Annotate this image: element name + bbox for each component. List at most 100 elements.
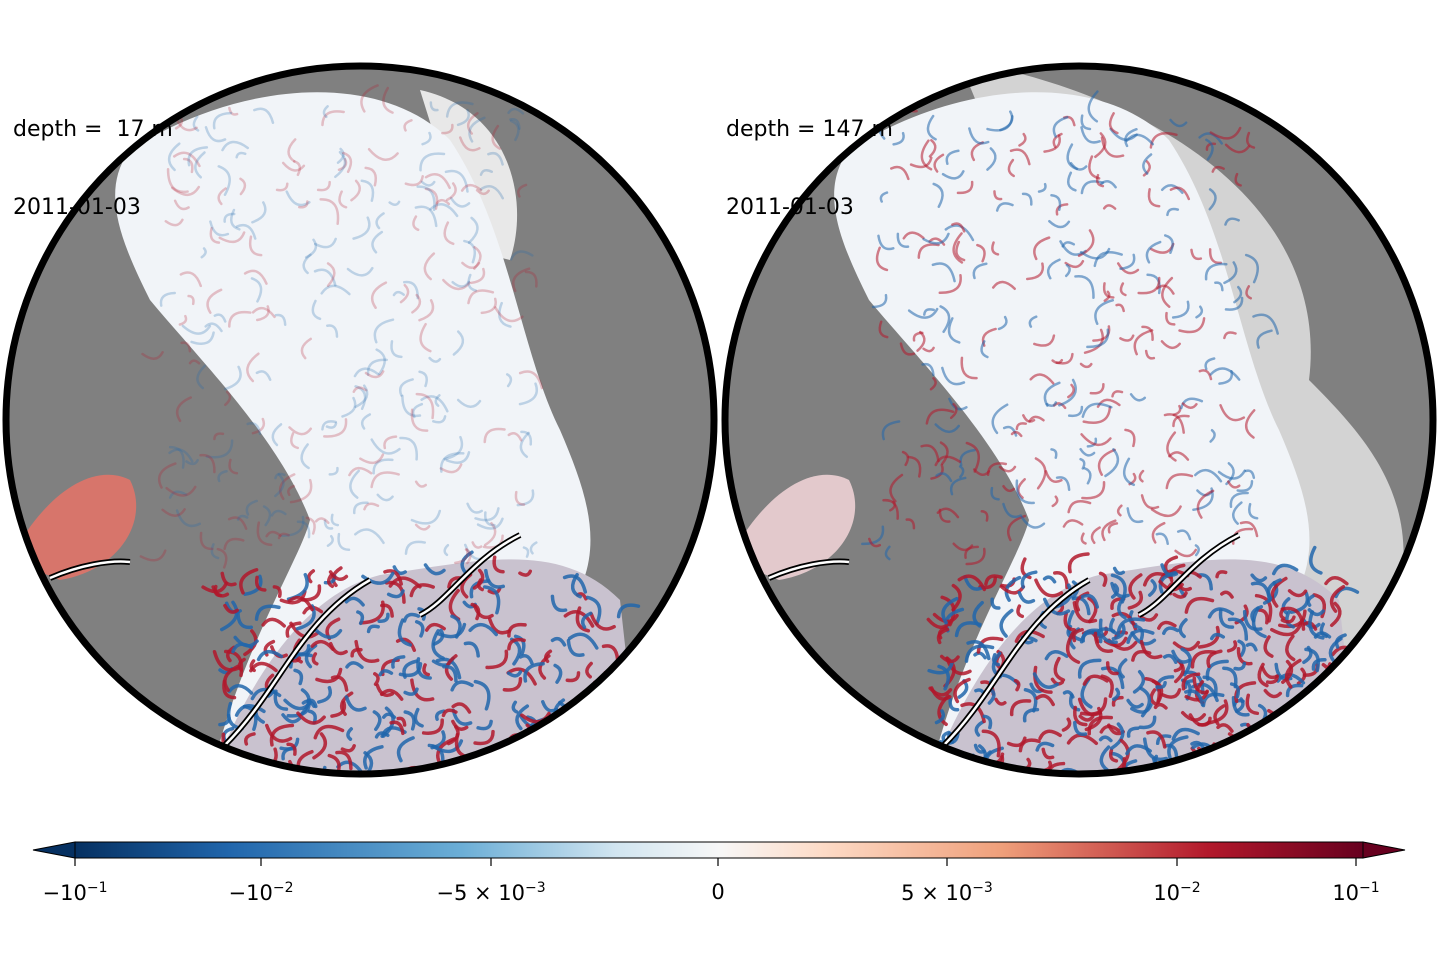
colorbar-tick-label: −10−2 — [229, 880, 294, 905]
eddy-mark — [229, 208, 241, 231]
eddy-mark — [507, 432, 523, 442]
eddy-mark — [518, 569, 533, 577]
eddy-mark — [167, 142, 181, 172]
eddy-mark — [1171, 727, 1200, 741]
eddy-mark — [383, 435, 398, 450]
eddy-mark — [1223, 331, 1237, 340]
eddy-mark — [1065, 630, 1081, 664]
eddy-mark — [951, 583, 962, 612]
eddy-mark — [461, 261, 481, 270]
eddy-mark — [1335, 716, 1353, 739]
eddy-mark — [1205, 142, 1217, 151]
eddy-mark — [431, 739, 464, 754]
colorbar-tick-label: −10−1 — [43, 880, 108, 905]
eddy-mark — [1018, 132, 1027, 147]
eddy-mark — [445, 451, 471, 464]
eddy-mark — [518, 654, 534, 666]
eddy-mark — [330, 513, 340, 527]
eddy-mark — [1067, 383, 1075, 399]
eddy-mark — [496, 748, 513, 759]
eddy-mark — [227, 684, 254, 695]
eddy-mark — [1233, 285, 1243, 304]
eddy-mark — [1224, 143, 1251, 154]
eddy-mark — [480, 297, 497, 315]
eddy-mark — [380, 603, 394, 618]
eddy-mark — [179, 271, 203, 288]
eddy-mark — [354, 639, 380, 663]
eddy-mark — [1172, 640, 1201, 652]
tick-base: 5 × 10 — [901, 881, 973, 905]
eddy-mark — [1035, 741, 1055, 752]
eddy-mark — [1197, 716, 1212, 727]
eddy-mark — [1061, 717, 1072, 732]
eddy-mark — [313, 268, 337, 287]
eddy-mark — [1166, 431, 1177, 462]
eddy-mark — [948, 697, 960, 712]
eddy-mark — [251, 306, 276, 319]
eddy-mark — [431, 629, 445, 660]
eddy-mark — [489, 754, 506, 771]
eddy-mark — [1190, 248, 1203, 261]
eddy-mark — [1282, 724, 1294, 756]
eddy-mark — [289, 478, 313, 504]
eddy-mark — [585, 595, 602, 626]
eddy-mark — [1275, 746, 1286, 763]
eddy-mark — [1256, 329, 1273, 349]
eddy-mark — [1079, 362, 1093, 369]
eddy-mark — [1033, 334, 1056, 347]
eddy-mark — [948, 767, 964, 774]
eddy-mark — [958, 465, 965, 479]
eddy-mark — [1080, 114, 1092, 131]
eddy-mark — [912, 331, 924, 342]
eddy-mark — [251, 417, 266, 435]
eddy-mark — [927, 659, 955, 675]
eddy-mark — [370, 281, 388, 309]
eddy-mark — [1197, 625, 1220, 649]
eddy-mark — [1009, 699, 1032, 717]
eddy-mark — [250, 687, 282, 701]
eddy-mark — [1260, 761, 1283, 774]
eddy-mark — [217, 187, 227, 206]
eddy-mark — [334, 150, 347, 179]
eddy-mark — [265, 530, 282, 538]
eddy-mark — [1334, 586, 1360, 599]
date-label: 2011-01-03 — [13, 195, 141, 220]
eddy-mark — [471, 541, 483, 549]
eddy-mark — [596, 768, 623, 774]
eddy-mark — [1063, 611, 1076, 632]
eddy-mark — [882, 499, 899, 520]
eddy-mark — [589, 612, 616, 631]
eddy-mark — [1082, 674, 1109, 686]
eddy-mark — [1111, 390, 1124, 398]
eddy-mark — [209, 226, 221, 244]
eddy-mark — [278, 473, 296, 501]
eddy-mark — [256, 521, 273, 547]
eddy-mark — [326, 262, 336, 288]
eddy-mark — [1257, 662, 1269, 688]
colorbar-tick-label: 5 × 10−3 — [901, 880, 993, 905]
eddy-mark — [1139, 639, 1163, 660]
tick-exponent: −3 — [972, 880, 993, 896]
eddy-mark — [1246, 131, 1256, 149]
eddy-mark — [383, 569, 403, 586]
eddy-mark — [1151, 521, 1166, 544]
eddy-mark — [1157, 620, 1177, 630]
eddy-mark — [1077, 658, 1102, 679]
eddy-mark — [1087, 715, 1114, 736]
eddy-mark — [1247, 748, 1267, 763]
eddy-mark — [384, 580, 406, 604]
eddy-mark — [1166, 207, 1180, 217]
eddy-mark — [274, 313, 287, 326]
eddy-mark — [316, 180, 331, 192]
eddy-mark — [364, 370, 385, 379]
eddy-mark — [255, 370, 272, 381]
eddy-mark — [1101, 519, 1117, 542]
eddy-mark — [1273, 752, 1290, 760]
eddy-mark — [464, 548, 472, 565]
eddy-mark — [256, 305, 270, 322]
eddy-mark — [391, 655, 406, 669]
eddy-mark — [1013, 678, 1021, 692]
eddy-mark — [1298, 700, 1318, 709]
eddy-mark — [1110, 581, 1130, 599]
eddy-mark — [323, 418, 348, 438]
